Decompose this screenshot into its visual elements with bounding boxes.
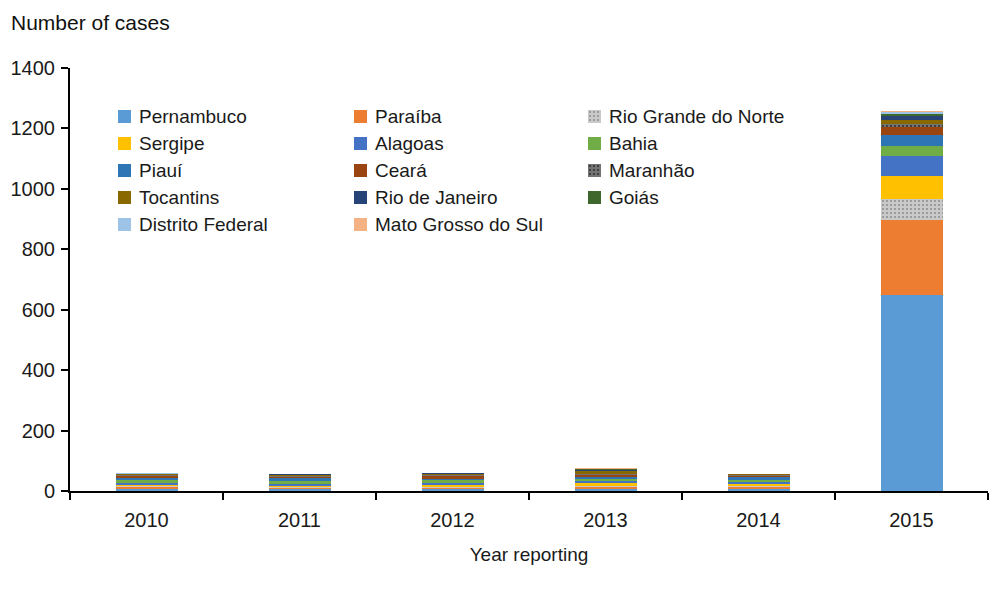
bar-segment-pernambuco <box>116 489 178 491</box>
y-axis-line <box>68 68 70 493</box>
bar-segment-ceara <box>881 127 943 134</box>
legend-label: Ceará <box>375 160 427 182</box>
y-tick-label: 400 <box>0 359 55 381</box>
bar-segment-pernambuco <box>881 295 943 491</box>
bar-segment-alagoas <box>881 156 943 176</box>
legend-item-mato-grosso-do-sul: Mato Grosso do Sul <box>354 211 588 238</box>
y-tick-label: 200 <box>0 420 55 442</box>
legend-item-piaui: Piauí <box>118 157 354 184</box>
legend-label: Paraíba <box>375 106 442 128</box>
bar-segment-paraiba <box>881 220 943 295</box>
pernambuco-swatch-icon <box>118 110 131 123</box>
alagoas-swatch-icon <box>354 137 367 150</box>
legend-label: Tocantins <box>139 187 219 209</box>
bar-2011 <box>269 474 331 491</box>
paraiba-swatch-icon <box>354 110 367 123</box>
legend-label: Mato Grosso do Sul <box>375 214 543 236</box>
chart-legend: Pernambuco Paraíba Rio Grande do Norte Serg… <box>118 103 878 238</box>
x-tick-label: 2010 <box>102 509 192 531</box>
x-axis-title: Year reporting <box>379 544 679 566</box>
x-tick-label: 2015 <box>867 509 957 531</box>
legend-label: Bahia <box>609 133 658 155</box>
legend-item-bahia: Bahia <box>588 130 878 157</box>
y-tick <box>61 490 68 492</box>
legend-item-alagoas: Alagoas <box>354 130 588 157</box>
y-tick <box>61 369 68 371</box>
bahia-swatch-icon <box>588 137 601 150</box>
legend-item-pernambuco: Pernambuco <box>118 103 354 130</box>
bar-segment-bahia <box>881 146 943 156</box>
legend-label: Pernambuco <box>139 106 247 128</box>
legend-item-ceara: Ceará <box>354 157 588 184</box>
legend-label: Distrito Federal <box>139 214 268 236</box>
chart-canvas: Number of cases 0 200 400 600 800 1000 1200 140… <box>0 0 1007 600</box>
x-tick-label: 2014 <box>714 509 804 531</box>
legend-label: Goiás <box>609 187 659 209</box>
x-tick <box>834 493 836 500</box>
x-tick <box>987 493 989 500</box>
legend-label: Rio de Janeiro <box>375 187 498 209</box>
maranhao-swatch-icon <box>588 164 601 177</box>
bar-2012 <box>422 473 484 491</box>
rio-de-janeiro-swatch-icon <box>354 191 367 204</box>
bar-segment-pernambuco <box>728 489 790 491</box>
bar-segment-pernambuco <box>269 489 331 491</box>
goias-swatch-icon <box>588 191 601 204</box>
legend-label: Sergipe <box>139 133 205 155</box>
tocantins-swatch-icon <box>118 191 131 204</box>
legend-item-paraiba: Paraíba <box>354 103 588 130</box>
bar-segment-piaui <box>881 135 943 147</box>
x-tick <box>69 493 71 500</box>
y-tick <box>61 127 68 129</box>
x-tick <box>528 493 530 500</box>
bar-2013 <box>575 468 637 491</box>
y-tick-label: 1400 <box>0 57 55 79</box>
bar-2010 <box>116 473 178 491</box>
y-tick-label: 600 <box>0 299 55 321</box>
bar-2015 <box>881 111 943 491</box>
y-tick-label: 1200 <box>0 117 55 139</box>
x-tick <box>681 493 683 500</box>
mato-grosso-do-sul-swatch-icon <box>354 218 367 231</box>
x-tick-label: 2013 <box>561 509 651 531</box>
y-tick-label: 0 <box>0 480 55 502</box>
legend-item-sergipe: Sergipe <box>118 130 354 157</box>
sergipe-swatch-icon <box>118 137 131 150</box>
legend-label: Maranhão <box>609 160 695 182</box>
legend-label: Piauí <box>139 160 182 182</box>
bar-segment-sergipe <box>881 176 943 198</box>
x-tick-label: 2012 <box>408 509 498 531</box>
x-tick <box>375 493 377 500</box>
bar-2014 <box>728 473 790 491</box>
piaui-swatch-icon <box>118 164 131 177</box>
y-tick-label: 1000 <box>0 178 55 200</box>
legend-item-rio-grande-do-norte: Rio Grande do Norte <box>588 103 878 130</box>
chart-title: Number of cases <box>11 11 170 35</box>
y-tick <box>61 67 68 69</box>
bar-segment-pernambuco <box>575 489 637 491</box>
legend-item-tocantins: Tocantins <box>118 184 354 211</box>
legend-item-goias: Goiás <box>588 184 878 211</box>
x-tick-label: 2011 <box>255 509 345 531</box>
y-tick <box>61 309 68 311</box>
y-tick-label: 800 <box>0 238 55 260</box>
y-tick <box>61 188 68 190</box>
distrito-federal-swatch-icon <box>118 218 131 231</box>
x-tick <box>222 493 224 500</box>
y-tick <box>61 430 68 432</box>
legend-item-distrito-federal: Distrito Federal <box>118 211 354 238</box>
legend-label: Alagoas <box>375 133 444 155</box>
legend-item-rio-de-janeiro: Rio de Janeiro <box>354 184 588 211</box>
rio-grande-do-norte-swatch-icon <box>588 110 601 123</box>
bar-segment-pernambuco <box>422 489 484 491</box>
legend-item-maranhao: Maranhão <box>588 157 878 184</box>
y-tick <box>61 248 68 250</box>
ceara-swatch-icon <box>354 164 367 177</box>
bar-segment-rio-grande-do-norte <box>881 199 943 220</box>
legend-label: Rio Grande do Norte <box>609 106 784 128</box>
